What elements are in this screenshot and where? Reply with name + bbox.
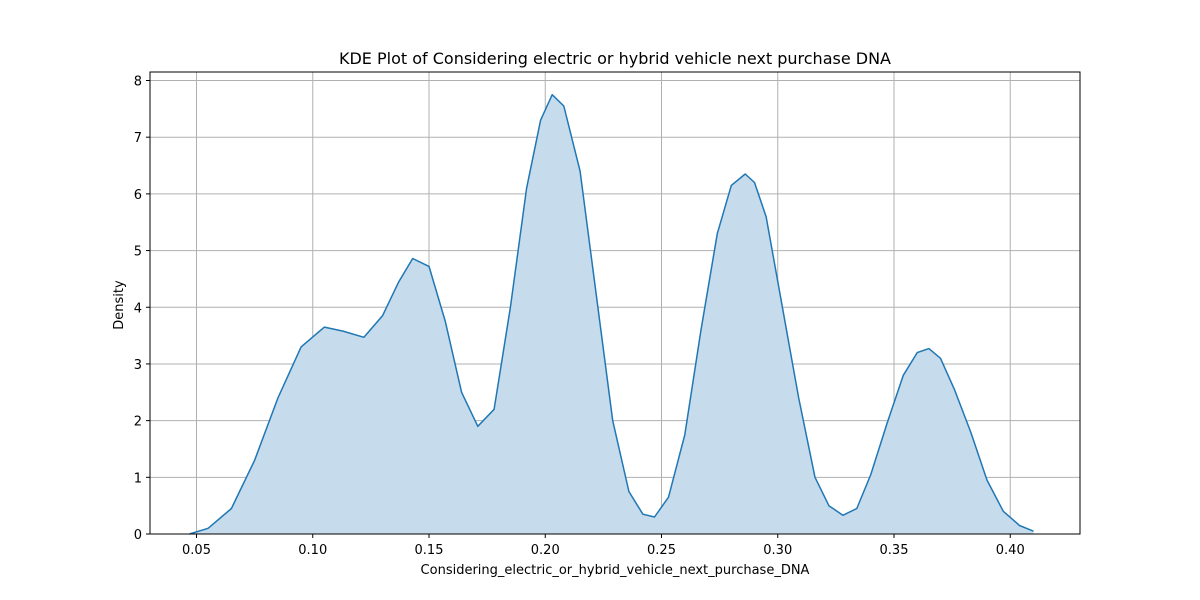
- y-tick-label: 4: [134, 301, 142, 316]
- x-tick-label: 0.25: [647, 543, 676, 558]
- x-axis-title: Considering_electric_or_hybrid_vehicle_n…: [421, 563, 810, 578]
- x-tick-label: 0.15: [415, 543, 444, 558]
- y-tick-label: 5: [134, 245, 142, 260]
- chart-title: KDE Plot of Considering electric or hybr…: [339, 49, 891, 68]
- x-tick-label: 0.35: [880, 543, 909, 558]
- density-fill: [189, 94, 1034, 534]
- x-tick-label: 0.40: [996, 543, 1025, 558]
- x-tick-label: 0.10: [298, 543, 327, 558]
- y-axis-title: Density: [112, 280, 127, 330]
- y-tick-label: 7: [134, 131, 142, 146]
- y-tick-label: 1: [134, 471, 142, 486]
- x-tick-label: 0.05: [182, 543, 211, 558]
- density-area-layer: [189, 93, 1034, 535]
- y-tick-label: 2: [134, 415, 142, 430]
- y-tick-label: 0: [134, 528, 142, 543]
- density-line: [189, 93, 1034, 535]
- y-tick-label: 8: [134, 75, 142, 90]
- x-tick-label: 0.30: [763, 543, 792, 558]
- ticks-layer: 0.05 0.10 0.15 0.20 0.25 0.30 0.35 0.40 0 1 2 3 4 5 6 7…: [134, 75, 1025, 558]
- y-tick-label: 3: [134, 358, 142, 373]
- y-tick-label: 6: [134, 188, 142, 203]
- plot-frame: [149, 71, 1081, 535]
- x-tick-label: 0.20: [531, 543, 560, 558]
